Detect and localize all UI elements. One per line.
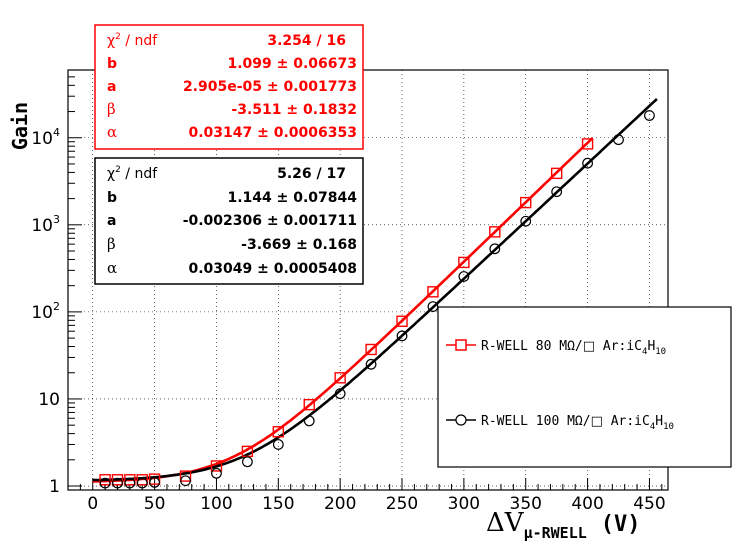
data-point-red [365,343,377,356]
data-point-black [489,243,501,255]
data-point-black [272,439,284,450]
data-point-red [581,138,594,150]
data-point-black [211,467,222,479]
stat-label-chi2-red: χ2 / ndf [107,32,158,49]
y-tick-labels: 1 10 102 103 104 [31,126,60,497]
data-point-red [489,226,501,238]
data-point-black [613,134,624,146]
legend-entry-red: R-WELL 80 MΩ/□ Ar:iC4H10 [446,339,666,357]
fit-curve-black [92,98,658,482]
data-point-red [179,470,192,482]
data-point-red [550,167,563,180]
stat-value-b-black: 1.144 ± 0.07844 [227,190,357,206]
stat-label-beta-black: β [107,235,116,253]
stat-label-a-black: a [107,213,116,229]
x-tick-label: 350 [510,494,542,514]
data-point-red [334,372,346,384]
data-point-black [520,215,532,227]
x-tick-label: 300 [448,494,480,514]
stat-value-alpha-red: 0.03147 ± 0.0006353 [189,125,358,141]
fit-curves [92,98,658,483]
stat-value-beta-red: -3.511 ± 0.1832 [231,102,357,118]
data-point-black [365,358,377,370]
y-tick-label: 102 [31,300,60,323]
stat-value-b-red: 1.099 ± 0.06673 [227,56,357,72]
legend-marker-square [455,339,467,351]
x-tick-label: 400 [571,494,603,514]
data-point-red [520,196,532,209]
x-tick-label: 100 [200,494,232,514]
data-point-red [148,473,161,485]
data-point-black [124,477,136,489]
y-tick-label: 104 [31,126,60,149]
stat-value-chi2-black: 5.26 / 17 [277,166,346,182]
stat-label-beta-red: β [107,100,116,118]
data-markers [99,110,655,489]
data-point-black [551,186,563,198]
data-point-black [303,415,315,427]
data-point-red [458,256,470,269]
y-tick-label: 103 [31,213,60,236]
x-tick-label: 50 [144,494,166,514]
data-point-black [396,330,408,342]
fit-stats-box-black: χ2 / ndf 5.26 / 17 b 1.144 ± 0.07844 a -… [94,157,364,285]
data-point-black [582,157,593,169]
fit-stats-box-red: χ2 / ndf 3.254 / 16 b 1.099 ± 0.06673 a … [94,24,364,150]
data-point-red [111,474,124,486]
data-point-red [124,474,136,486]
stat-label-alpha-red: α [107,123,117,141]
stat-value-a-black: -0.002306 ± 0.001711 [183,213,357,229]
data-point-black [334,388,346,400]
legend-entry-black: R-WELL 100 MΩ/□ Ar:iC4H10 [446,414,674,432]
stat-value-beta-black: -3.669 ± 0.168 [241,237,357,253]
x-axis-delta: ΔV [486,508,525,538]
stat-label-alpha-black: α [107,259,117,277]
x-tick-label: 250 [386,494,418,514]
data-point-black [644,110,655,121]
y-tick-label: 10 [38,390,60,410]
data-point-black [241,456,253,468]
legend-marker-circle [455,414,467,426]
legend-label-black: R-WELL 100 MΩ/□ Ar:iC4H10 [481,414,674,432]
stat-value-alpha-black: 0.03049 ± 0.0005408 [189,261,358,277]
data-point-red [427,286,439,298]
data-point-black [149,477,160,488]
x-axis-sub: μ-RWELL [524,524,587,542]
stat-label-chi2-black: χ2 / ndf [107,165,158,182]
data-point-red [272,426,285,438]
stat-label-b-red: b [107,56,117,72]
x-tick-label: 200 [324,494,356,514]
x-axis-unit: (V) [601,512,641,537]
stat-label-a-red: a [107,79,116,95]
y-tick-label: 1 [49,477,60,497]
data-point-black [112,477,123,489]
x-tick-label: 150 [262,494,294,514]
plot-frame [67,69,669,491]
data-point-red [136,474,148,486]
x-axis-label: ΔVμ-RWELL (V) [486,508,641,542]
x-tick-label: 0 [87,494,98,514]
stat-label-b-black: b [107,190,117,206]
data-point-red [210,460,223,472]
data-point-black [180,475,191,487]
data-point-black [136,477,148,489]
legend: R-WELL 80 MΩ/□ Ar:iC4H10 R-WELL 100 MΩ/□… [437,306,732,468]
data-point-black [458,271,470,282]
data-point-black [99,477,111,489]
data-point-red [99,474,111,486]
legend-label-red: R-WELL 80 MΩ/□ Ar:iC4H10 [481,339,666,357]
fit-stats-frame-black [94,157,364,285]
x-tick-labels: 0 50 100 150 200 250 300 350 400 450 [87,494,665,514]
x-tick-label: 450 [633,494,665,514]
legend-frame [437,306,732,468]
fit-stats-frame-red [94,24,364,150]
y-axis-label: Gain [8,102,32,150]
data-point-red [396,315,408,327]
stat-value-chi2-red: 3.254 / 16 [267,33,346,49]
stat-value-a-red: 2.905e-05 ± 0.001773 [183,79,357,95]
data-point-red [303,398,315,411]
